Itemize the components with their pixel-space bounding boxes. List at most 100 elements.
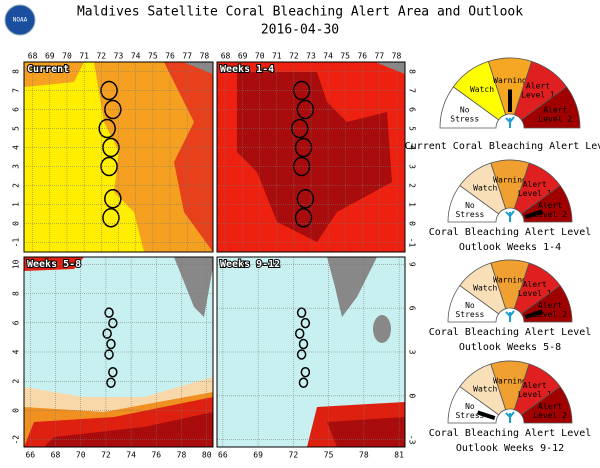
atoll (294, 208, 313, 228)
atoll (300, 366, 311, 378)
y-tick-label: -3 (408, 435, 417, 445)
x-tick-label: 69 (253, 451, 263, 460)
x-tick-label: 68 (221, 52, 231, 61)
land (373, 315, 391, 343)
x-tick-label: 68 (51, 451, 61, 460)
gauge-label: Watch (473, 283, 497, 292)
gauge-segment (520, 86, 581, 129)
atoll (106, 377, 116, 388)
gauge-label: Alert Level 2 (533, 200, 567, 218)
gauge-caption: Outlook Weeks 9-12 (456, 443, 564, 454)
gauge-segment (520, 385, 573, 424)
y-tick-label: 0 (408, 221, 417, 226)
gauge-label: Alert Level 1 (518, 179, 552, 197)
y-tick-label: 6 (12, 320, 21, 325)
x-tick-label: 74 (131, 52, 141, 61)
atoll (98, 118, 116, 139)
y-tick-label: 2 (408, 183, 417, 188)
atoll (298, 338, 309, 350)
y-tick-label: 5 (12, 126, 21, 131)
y-tick-label: 4 (12, 145, 21, 150)
x-tick-label: 76 (165, 52, 175, 61)
panel-label: Weeks 1-4 (220, 64, 274, 75)
y-tick-label: 2 (12, 379, 21, 384)
y-tick-label: 9 (408, 262, 417, 267)
x-tick-label: 66 (25, 451, 35, 460)
gauge-label: Alert Level 2 (533, 401, 567, 419)
gauge-label: Warning (493, 175, 527, 184)
y-tick-label: 8 (408, 69, 417, 74)
x-tick-label: 75 (340, 52, 350, 61)
y-tick-label: 0 (12, 408, 21, 413)
coral-icon (505, 116, 515, 128)
alert2-area (327, 417, 405, 447)
x-tick-label: 77 (182, 52, 192, 61)
x-tick-label: 71 (272, 52, 282, 61)
y-tick-label: 3 (408, 164, 417, 169)
y-tick-label: 3 (408, 350, 417, 355)
gauge-caption: Coral Bleaching Alert Level (429, 327, 592, 338)
gauge-label: Watch (470, 85, 494, 94)
land (183, 62, 213, 74)
atoll (104, 189, 122, 209)
panel-frame (216, 256, 406, 448)
x-tick-label: 70 (255, 52, 265, 61)
x-tick-label: 69 (45, 52, 55, 61)
gauge-label: Watch (473, 384, 497, 393)
gauge-label: No Stress (455, 401, 484, 419)
atoll (100, 156, 118, 177)
gauge-caption: Outlook Weeks 1-4 (459, 242, 561, 253)
x-tick-label: 74 (126, 451, 136, 460)
gauge-label: Warning (493, 275, 527, 284)
panel-frame (23, 61, 214, 253)
panel-frame (23, 256, 214, 448)
land (327, 257, 377, 317)
x-tick-label: 75 (324, 451, 334, 460)
date: 2016-04-30 (261, 23, 339, 38)
x-tick-label: 70 (62, 52, 72, 61)
y-tick-label: 8 (12, 291, 21, 296)
gauge-label: Alert Level 1 (521, 81, 555, 99)
y-tick-label: 2 (12, 183, 21, 188)
land (174, 257, 213, 317)
x-tick-label: 78 (200, 52, 210, 61)
x-tick-label: 73 (114, 52, 124, 61)
y-tick-label: 7 (12, 88, 21, 93)
x-tick-label: 78 (177, 451, 187, 460)
coral-icon (505, 411, 515, 423)
y-tick-label: 1 (12, 202, 21, 207)
y-tick-label: -1 (12, 238, 21, 248)
atoll (296, 189, 315, 209)
y-tick-label: 8 (12, 69, 21, 74)
y-tick-label: 10 (12, 259, 21, 269)
y-tick-label: 6 (408, 306, 417, 311)
y-tick-label: 4 (12, 349, 21, 354)
atoll (102, 208, 120, 228)
gauge-label: Warning (493, 376, 527, 385)
y-tick-label: 7 (408, 88, 417, 93)
y-tick-label: 0 (408, 393, 417, 398)
x-tick-label: 73 (306, 52, 316, 61)
atoll (294, 328, 305, 339)
x-tick-label: 81 (394, 451, 404, 460)
gauge-label: No Stress (450, 105, 479, 123)
gauge-label: No Stress (455, 300, 484, 318)
atoll (104, 349, 114, 360)
x-tick-label: 66 (218, 451, 228, 460)
gauge-caption: Outlook Weeks 5-8 (459, 342, 561, 353)
panel-label: Weeks 9-12 (220, 259, 280, 270)
x-tick-label: 71 (79, 52, 89, 61)
x-tick-label: 78 (359, 451, 369, 460)
atoll (296, 349, 307, 360)
y-tick-label: 6 (408, 107, 417, 112)
gauge-caption: Coral Bleaching Alert Level (429, 428, 592, 439)
gauge-label: Watch (473, 183, 497, 192)
y-tick-label: 1 (408, 202, 417, 207)
x-tick-label: 78 (392, 52, 402, 61)
x-tick-label: 75 (148, 52, 158, 61)
alert-area (24, 62, 84, 87)
y-tick-label: 3 (12, 164, 21, 169)
x-tick-label: 74 (323, 52, 333, 61)
logo-text: NOAA (13, 17, 28, 24)
